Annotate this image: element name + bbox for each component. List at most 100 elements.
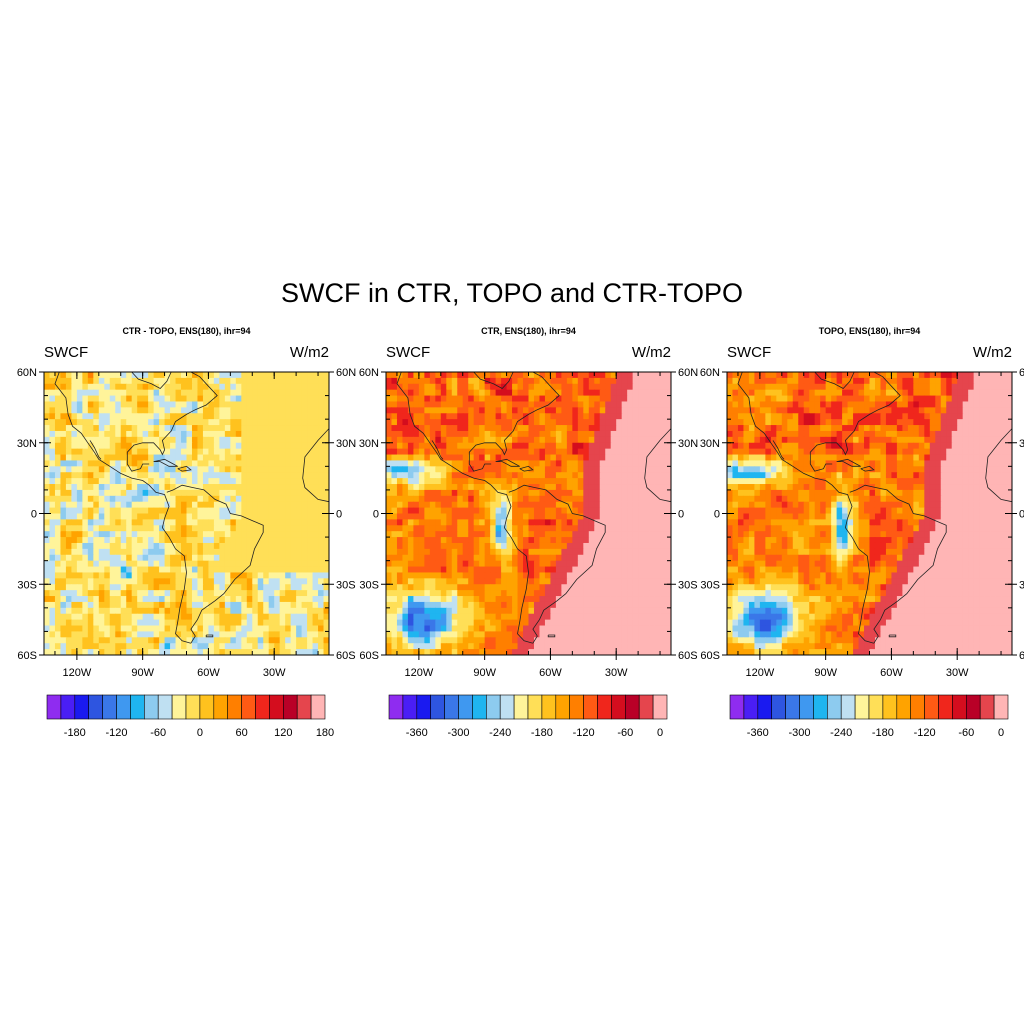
- colorbar-swatch: [827, 694, 842, 720]
- lat-tick-label-right: 30N: [1019, 438, 1024, 450]
- lat-tick-label: 60S: [359, 650, 379, 662]
- colorbar-label: -60: [617, 727, 633, 739]
- lon-tick-label: 60W: [197, 667, 220, 679]
- panel-subtitle: TOPO, ENS(180), ihr=94: [819, 326, 921, 336]
- colorbar-label: -120: [105, 727, 127, 739]
- lat-tick-label: 30S: [359, 579, 379, 591]
- lon-tick-label: 120W: [746, 667, 775, 679]
- colorbar-swatch: [896, 694, 912, 720]
- colorbar-label: 180: [316, 727, 334, 739]
- coastline: [737, 372, 875, 644]
- colorbar-swatch: [952, 694, 967, 720]
- coastline: [519, 465, 534, 472]
- colorbar-label: -240: [489, 727, 511, 739]
- coastline: [153, 458, 178, 467]
- colorbar-swatch: [199, 694, 215, 720]
- colorbar-swatch: [569, 694, 584, 720]
- colorbar-swatch: [241, 694, 256, 720]
- colorbar-label: -240: [830, 727, 852, 739]
- coastline: [860, 465, 875, 472]
- colorbar-swatch: [993, 694, 1009, 720]
- colorbar-swatch: [638, 694, 654, 720]
- coastline: [302, 428, 329, 503]
- colorbar-swatch: [74, 694, 89, 720]
- colorbar-swatch: [499, 694, 515, 720]
- lon-tick-label: 30W: [605, 667, 628, 679]
- colorbar-label: -360: [747, 727, 769, 739]
- panel-topo: TOPO, ENS(180), ihr=94 SWCF W/m2 60N 60N 30N 3…: [683, 320, 1024, 740]
- coastline: [814, 372, 855, 389]
- lat-tick-label: 60S: [17, 650, 37, 662]
- colorbar-swatch: [283, 694, 298, 720]
- contour-field: [727, 372, 1012, 655]
- colorbar-label: 0: [197, 727, 203, 739]
- colorbar-swatch: [269, 694, 284, 720]
- coastline: [468, 372, 560, 472]
- lon-tick-label: 120W: [63, 667, 92, 679]
- lat-tick-label-right: 60S: [336, 650, 356, 662]
- lon-tick-label: 90W: [473, 667, 496, 679]
- contour-field: [386, 372, 671, 655]
- coastline: [495, 458, 520, 467]
- lat-tick-label: 30S: [700, 579, 720, 591]
- colorbar-swatch: [227, 694, 242, 720]
- colorbar-swatch: [416, 694, 431, 720]
- coastline: [205, 634, 214, 638]
- lat-tick-label: 60S: [700, 650, 720, 662]
- coastline: [166, 484, 264, 644]
- lat-tick-label: 30N: [17, 438, 37, 450]
- lon-tick-label: 60W: [880, 667, 903, 679]
- colorbar-swatch: [652, 694, 668, 720]
- colorbar-swatch: [102, 694, 117, 720]
- colorbar-swatch: [130, 694, 145, 720]
- colorbar-swatch: [213, 694, 229, 720]
- contour-field: [44, 372, 329, 655]
- colorbar-swatch: [813, 694, 828, 720]
- lon-tick-label: 30W: [263, 667, 286, 679]
- lon-tick-label: 60W: [539, 667, 562, 679]
- colorbar-swatch: [966, 694, 981, 720]
- colorbar-label: 0: [657, 727, 663, 739]
- lat-tick-label: 0: [714, 509, 720, 521]
- lat-tick-label-right: 30N: [336, 438, 356, 450]
- lat-tick-label: 30N: [359, 438, 379, 450]
- colorbar-swatch: [979, 694, 995, 720]
- map-panel-svg: TOPO, ENS(180), ihr=94 SWCF W/m2 60N 60N 30N 3…: [700, 326, 1024, 739]
- colorbar-swatch: [310, 694, 326, 720]
- coastline: [985, 428, 1012, 503]
- panel-subtitle: CTR - TOPO, ENS(180), ihr=94: [122, 326, 250, 336]
- colorbar-swatch: [785, 694, 800, 720]
- coastline: [89, 440, 102, 460]
- variable-label: SWCF: [386, 344, 430, 361]
- colorbar-swatch: [541, 694, 557, 720]
- colorbar-swatch: [60, 694, 76, 720]
- colorbar-swatch: [840, 694, 856, 720]
- colorbar-swatch: [458, 694, 473, 720]
- colorbar-label: 0: [998, 727, 1004, 739]
- colorbar-swatch: [513, 694, 529, 720]
- colorbar-label: -120: [573, 727, 595, 739]
- colorbar-label: 120: [274, 727, 292, 739]
- colorbar-swatch: [88, 694, 103, 720]
- coastline: [473, 372, 514, 389]
- colorbar-swatch: [144, 694, 159, 720]
- lat-tick-label-right: 60N: [1019, 367, 1024, 379]
- lat-tick-label-right: 0: [678, 509, 684, 521]
- colorbar-swatch: [799, 694, 814, 720]
- lat-tick-label-right: 60S: [1019, 650, 1024, 662]
- coastline: [131, 372, 172, 389]
- units-label: W/m2: [973, 344, 1012, 361]
- colorbar-swatch: [625, 694, 640, 720]
- coastline: [431, 440, 444, 460]
- colorbar-swatch: [924, 694, 939, 720]
- colorbar-swatch: [255, 694, 270, 720]
- colorbar-swatch: [296, 694, 312, 720]
- figure-title: SWCF in CTR, TOPO and CTR-TOPO: [280, 278, 744, 308]
- panel-subtitle: CTR, ENS(180), ihr=94: [481, 326, 576, 336]
- map-panel-svg: CTR, ENS(180), ihr=94 SWCF W/m2 60N 60N 30N 30…: [359, 326, 698, 739]
- coastline: [772, 440, 785, 460]
- colorbar-swatch: [771, 694, 786, 720]
- lon-tick-label: 120W: [405, 667, 434, 679]
- units-label: W/m2: [290, 344, 329, 361]
- colorbar-swatch: [486, 694, 501, 720]
